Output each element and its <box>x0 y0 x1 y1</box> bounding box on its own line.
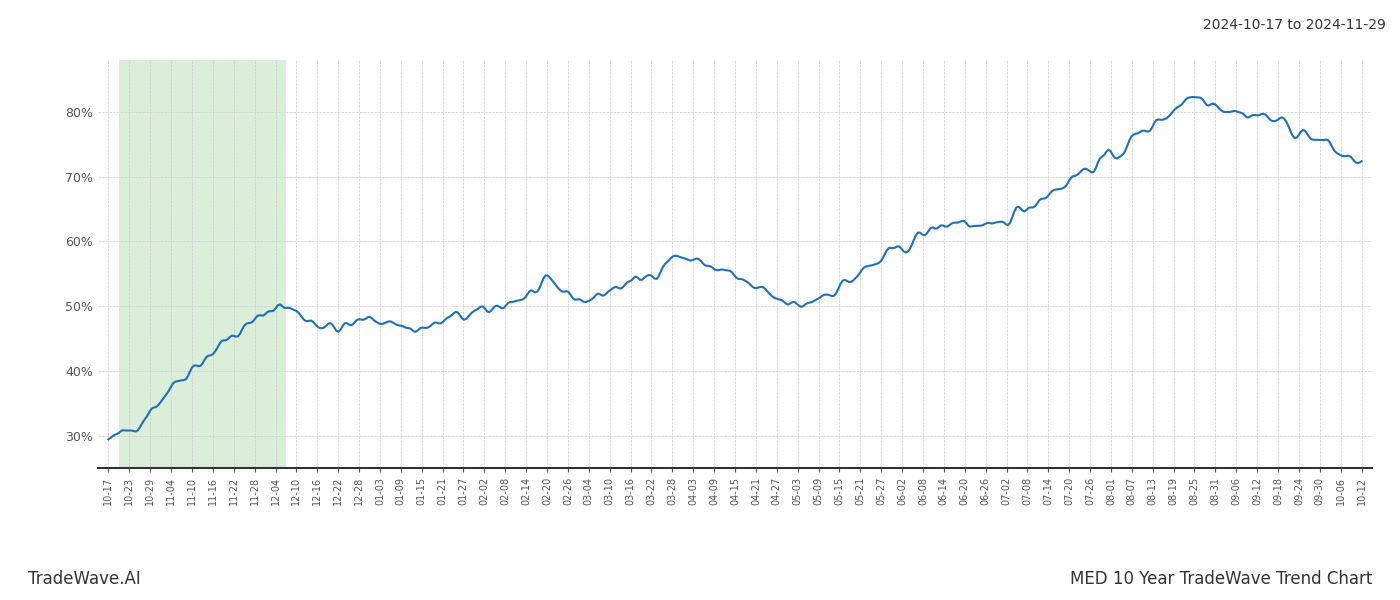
Text: TradeWave.AI: TradeWave.AI <box>28 570 141 588</box>
Text: MED 10 Year TradeWave Trend Chart: MED 10 Year TradeWave Trend Chart <box>1070 570 1372 588</box>
Text: 2024-10-17 to 2024-11-29: 2024-10-17 to 2024-11-29 <box>1203 18 1386 32</box>
Bar <box>119 60 286 468</box>
